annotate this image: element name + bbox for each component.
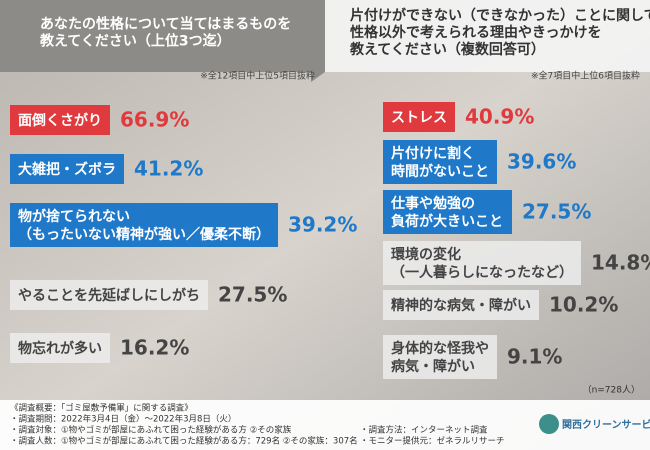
footer-line: ・調査方法：インターネット調査 (360, 425, 488, 436)
category-label: 片付けに割く時間がないこと (391, 145, 489, 180)
right-header (325, 0, 650, 72)
category-box (10, 203, 278, 247)
category-box (383, 190, 512, 234)
category-label: やることを先延ばしにしがち (18, 287, 200, 304)
category-label: 物が捨てられない（もったいない精神が強い／優柔不断） (18, 208, 270, 243)
category-label: 大雑把・ズボラ (18, 161, 116, 178)
footer-line: 《調査概要：「ゴミ屋敷予備軍」に関する調査》 (10, 403, 193, 414)
category-label: 仕事や勉強の負荷が大きいこと (390, 195, 503, 230)
footer-line: ・モニター提供元：ゼネラルリサーチ (360, 436, 505, 447)
category-label: 環境の変化（一人暮らしになったなど） (391, 246, 573, 281)
value-label: 40.9% (465, 105, 534, 129)
category-label: 精神的な病気・障がい (391, 297, 531, 314)
value-label: 39.6% (507, 150, 576, 174)
chart-title: 片付けができない（できなかった）ことに関して、性格以外で考えられる理由やきっかけ… (350, 7, 650, 58)
value-label: 39.2% (288, 213, 357, 237)
chart-note: ※全12項目中上位5項目抜粋 (200, 70, 315, 82)
category-label: 面倒くさがり (18, 112, 102, 129)
category-box (383, 102, 455, 132)
logo-icon (539, 414, 559, 434)
value-label: 9.1% (507, 345, 562, 369)
chart-title: あなたの性格について当てはまるものを教えてください（上位3つ迄） (40, 16, 291, 50)
category-box (383, 241, 581, 285)
category-label: 物忘れが多い (18, 340, 102, 357)
category-box (383, 335, 497, 379)
category-box (383, 290, 539, 320)
value-label: 41.2% (134, 157, 203, 181)
category-box (10, 154, 124, 184)
category-box (10, 280, 208, 310)
value-label: 27.5% (218, 283, 287, 307)
value-label: 66.9% (120, 108, 189, 132)
chart-note: ※全7項目中上位6項目抜粋 (531, 70, 640, 82)
category-label: 身体的な怪我や病気・障がい (391, 340, 489, 375)
footer-line: ・調査人数：①物やゴミが部屋にあふれて困った経験がある方：729名 ②その家族：… (10, 436, 358, 447)
value-label: 16.2% (120, 336, 189, 360)
footer-line: ・調査期間：2022年3月4日（金）～2022年3月8日（火） (10, 414, 236, 425)
category-label: ストレス (391, 110, 447, 126)
value-label: 10.2% (549, 293, 618, 317)
value-label: 14.8% (591, 251, 650, 275)
value-label: 27.5% (522, 200, 591, 224)
category-box (383, 140, 497, 184)
category-box (10, 333, 110, 363)
left-header (0, 0, 325, 72)
logo: 関西クリーンサービス (562, 418, 650, 431)
header-arrow (311, 62, 325, 82)
footer-line: ・調査対象：①物やゴミが部屋にあふれて困った経験がある方 ②その家族 (10, 425, 292, 436)
category-box (10, 105, 110, 135)
sample-size: （n=728人） (583, 385, 640, 396)
